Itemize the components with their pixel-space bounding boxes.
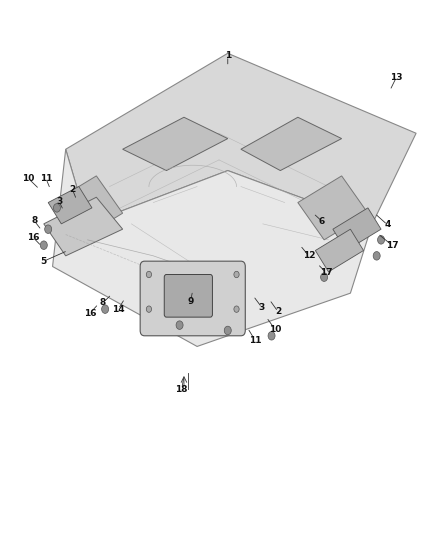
Circle shape bbox=[176, 321, 183, 329]
Text: 5: 5 bbox=[41, 257, 47, 265]
Circle shape bbox=[45, 225, 52, 233]
Text: 8: 8 bbox=[100, 298, 106, 307]
Circle shape bbox=[373, 252, 380, 260]
Text: 11: 11 bbox=[40, 174, 52, 183]
Text: 1: 1 bbox=[225, 52, 231, 60]
Polygon shape bbox=[241, 117, 342, 171]
Text: 3: 3 bbox=[259, 303, 265, 312]
Polygon shape bbox=[66, 53, 416, 224]
FancyBboxPatch shape bbox=[140, 261, 245, 336]
Text: 2: 2 bbox=[275, 308, 281, 316]
Polygon shape bbox=[123, 117, 228, 171]
Text: 4: 4 bbox=[385, 221, 391, 229]
Text: 12: 12 bbox=[303, 252, 315, 260]
Polygon shape bbox=[44, 197, 123, 256]
Circle shape bbox=[224, 326, 231, 335]
Circle shape bbox=[102, 305, 109, 313]
Text: 17: 17 bbox=[320, 269, 332, 277]
Polygon shape bbox=[333, 208, 381, 251]
Text: 11: 11 bbox=[249, 336, 261, 344]
Text: 14: 14 bbox=[112, 305, 124, 313]
Text: 8: 8 bbox=[31, 216, 37, 225]
Polygon shape bbox=[53, 149, 372, 346]
Circle shape bbox=[146, 271, 152, 278]
Circle shape bbox=[234, 271, 239, 278]
Polygon shape bbox=[53, 176, 123, 240]
Text: 18: 18 bbox=[176, 385, 188, 393]
Circle shape bbox=[321, 273, 328, 281]
Circle shape bbox=[40, 241, 47, 249]
Polygon shape bbox=[298, 176, 368, 240]
Text: 2: 2 bbox=[69, 185, 75, 193]
Text: 6: 6 bbox=[319, 217, 325, 225]
Circle shape bbox=[53, 204, 60, 212]
Polygon shape bbox=[48, 187, 92, 224]
Text: 13: 13 bbox=[390, 73, 403, 82]
Text: 10: 10 bbox=[22, 174, 35, 183]
Circle shape bbox=[234, 306, 239, 312]
Text: 3: 3 bbox=[56, 197, 62, 206]
Text: 16: 16 bbox=[27, 233, 39, 241]
FancyBboxPatch shape bbox=[164, 274, 212, 317]
Polygon shape bbox=[315, 229, 364, 272]
Circle shape bbox=[268, 332, 275, 340]
Text: 16: 16 bbox=[84, 309, 96, 318]
Circle shape bbox=[378, 236, 385, 244]
Text: 10: 10 bbox=[269, 325, 281, 334]
Circle shape bbox=[146, 306, 152, 312]
Text: 9: 9 bbox=[187, 297, 194, 305]
Text: 17: 17 bbox=[386, 241, 398, 249]
